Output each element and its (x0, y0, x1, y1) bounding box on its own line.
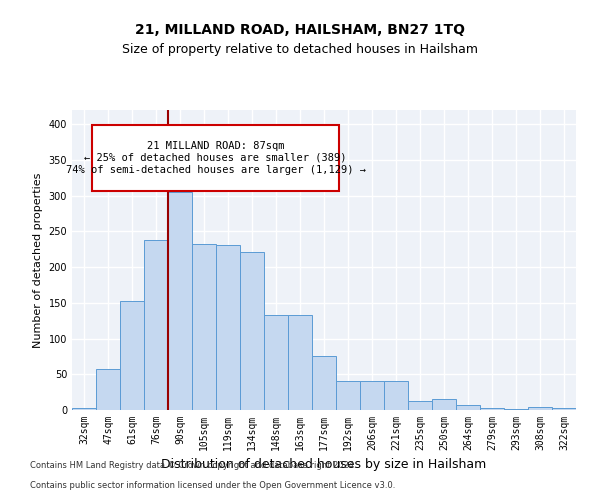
Text: Contains public sector information licensed under the Open Government Licence v3: Contains public sector information licen… (30, 481, 395, 490)
Bar (264, 315, 288, 410)
Bar (216, 245, 240, 410)
Bar (384, 380, 408, 410)
Text: Contains HM Land Registry data © Crown copyright and database right 2024.: Contains HM Land Registry data © Crown c… (30, 461, 356, 470)
Bar (480, 408, 504, 410)
Bar (120, 300, 144, 410)
Bar (552, 408, 576, 410)
Bar (528, 407, 552, 410)
Bar (432, 398, 456, 410)
Bar (96, 370, 120, 410)
FancyBboxPatch shape (92, 125, 339, 191)
Bar (288, 315, 312, 410)
Bar (336, 380, 360, 410)
Y-axis label: Number of detached properties: Number of detached properties (33, 172, 43, 348)
Text: 21 MILLAND ROAD: 87sqm
← 25% of detached houses are smaller (389)
74% of semi-de: 21 MILLAND ROAD: 87sqm ← 25% of detached… (65, 142, 365, 174)
Bar (240, 252, 264, 410)
X-axis label: Distribution of detached houses by size in Hailsham: Distribution of detached houses by size … (161, 458, 487, 471)
Bar (408, 402, 432, 410)
Bar (144, 240, 168, 410)
Text: Size of property relative to detached houses in Hailsham: Size of property relative to detached ho… (122, 42, 478, 56)
Text: 21, MILLAND ROAD, HAILSHAM, BN27 1TQ: 21, MILLAND ROAD, HAILSHAM, BN27 1TQ (135, 22, 465, 36)
Bar (192, 244, 216, 410)
Bar (360, 380, 384, 410)
Bar (72, 408, 96, 410)
Bar (312, 356, 336, 410)
Bar (456, 405, 480, 410)
Bar (168, 192, 192, 410)
